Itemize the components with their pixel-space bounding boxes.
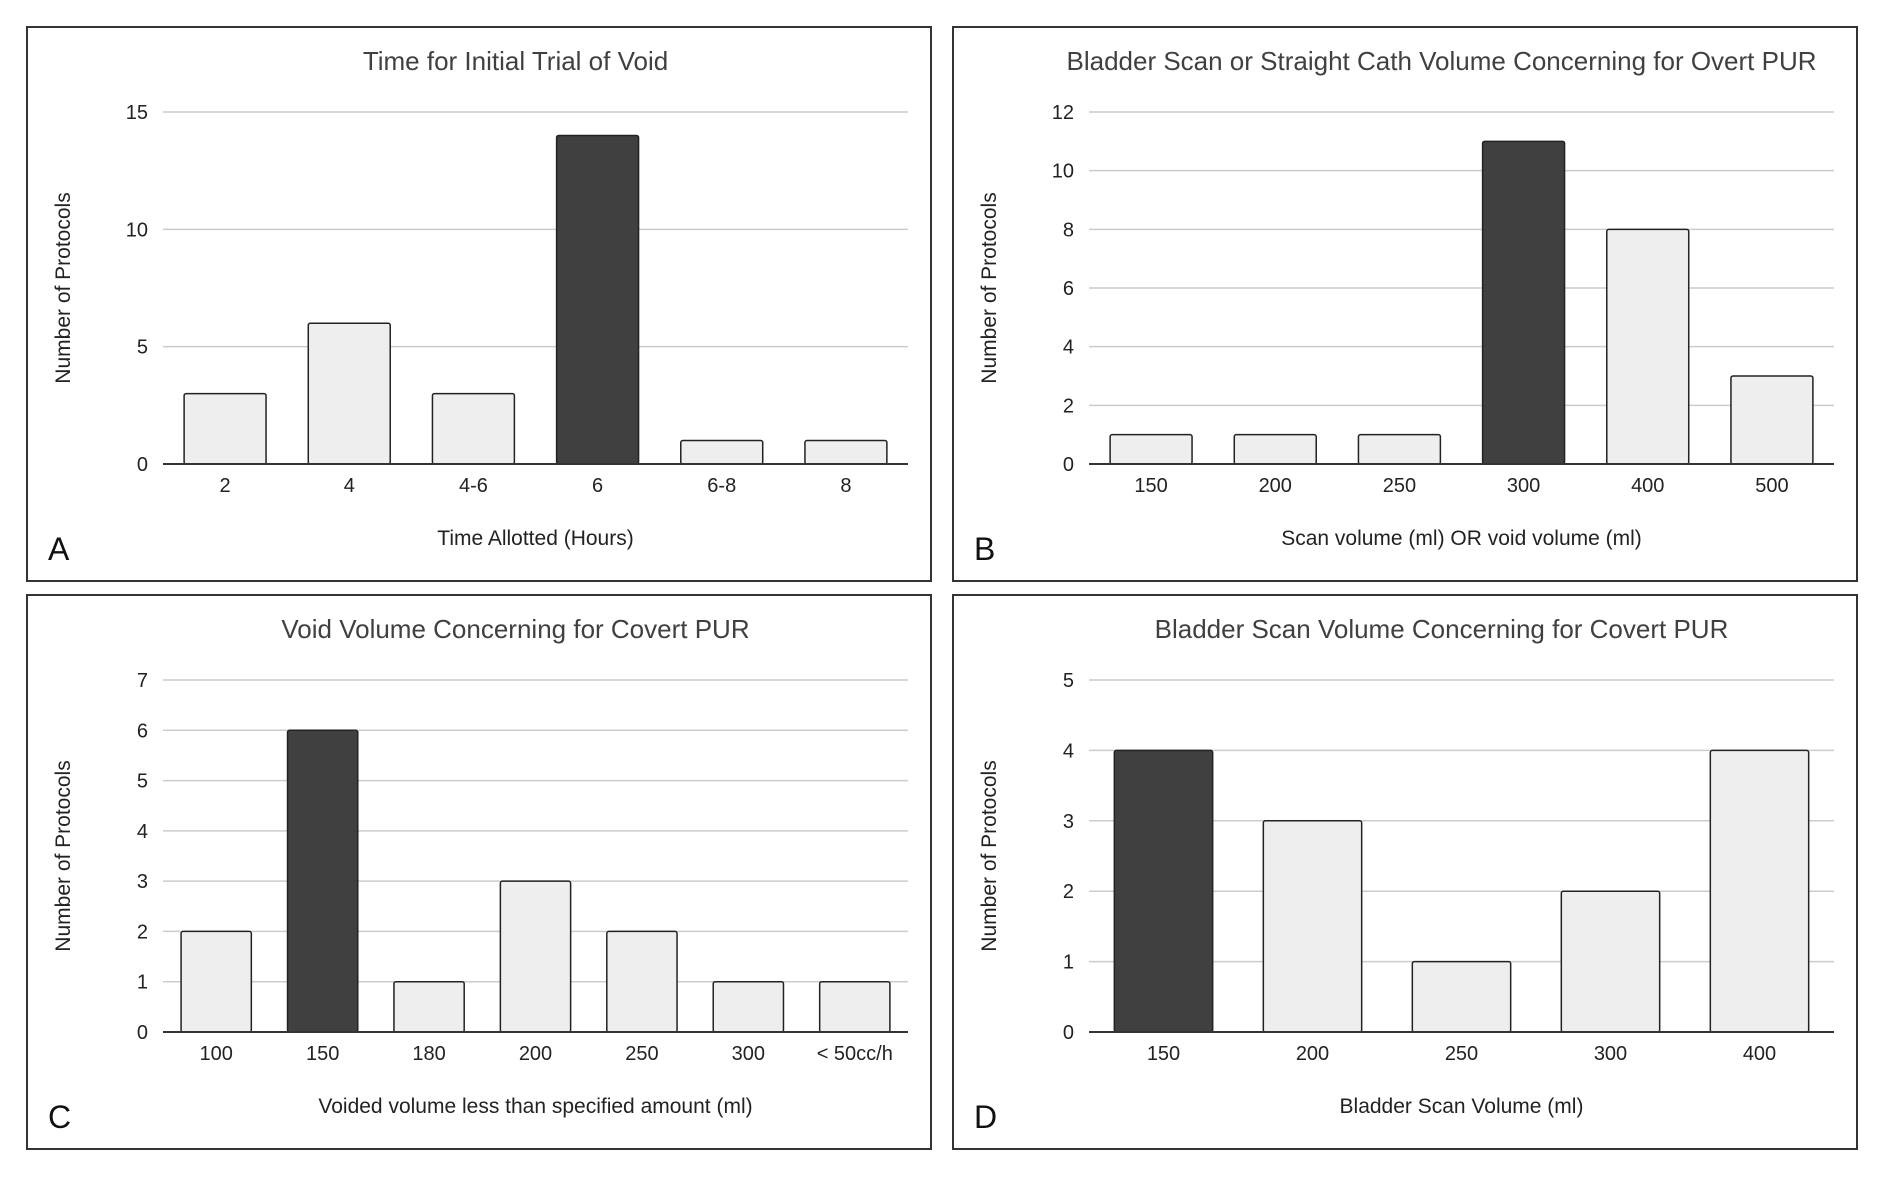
chart-d-svg: 0 1 2 3 4 5 150 200 250 300 400 Bladder Scan Volume… bbox=[974, 614, 1834, 1135]
y-tick-label: 12 bbox=[1052, 102, 1074, 124]
chart-title: Void Volume Concerning for Covert PUR bbox=[281, 614, 749, 644]
y-tick-label: 3 bbox=[1063, 811, 1074, 833]
bar-200 bbox=[1262, 820, 1363, 1033]
x-tick-label: 250 bbox=[625, 1043, 658, 1065]
x-tick-label: 200 bbox=[519, 1043, 552, 1065]
bar-150 bbox=[1113, 749, 1214, 1033]
x-tick-label: 150 bbox=[306, 1043, 339, 1065]
x-axis-label: Bladder Scan Volume (ml) bbox=[1340, 1095, 1584, 1118]
y-tick-label: 15 bbox=[126, 102, 148, 124]
x-tick-label: 250 bbox=[1383, 475, 1416, 497]
y-tick-label: 4 bbox=[1063, 740, 1074, 762]
bar-2 bbox=[183, 392, 267, 465]
panel-letter: A bbox=[48, 531, 70, 567]
x-tick-label: < 50cc/h bbox=[817, 1043, 893, 1065]
x-tick-label: 180 bbox=[412, 1043, 445, 1065]
y-tick-label: 10 bbox=[126, 219, 148, 241]
panel-letter: C bbox=[48, 1099, 71, 1135]
chart-panel-b: 0 2 4 6 8 10 12 150 200 250 300 400 500 Bladder Scan … bbox=[952, 26, 1858, 582]
x-tick-label: 300 bbox=[1507, 475, 1540, 497]
chart-panel-c: 0 1 2 3 4 5 6 7 100 150 180 200 250 300 < 50cc/h Void V… bbox=[26, 594, 932, 1150]
x-tick-label: 400 bbox=[1743, 1043, 1776, 1065]
y-tick-label: 2 bbox=[1063, 881, 1074, 903]
y-tick-label: 4 bbox=[137, 821, 148, 843]
chart-title: Time for Initial Trial of Void bbox=[363, 46, 668, 76]
y-axis-label: Number of Protocols bbox=[52, 192, 75, 383]
x-tick-label: 300 bbox=[1594, 1043, 1627, 1065]
y-tick-label: 5 bbox=[137, 771, 148, 793]
x-tick-label: 400 bbox=[1631, 475, 1664, 497]
y-tick-label: 1 bbox=[1063, 952, 1074, 974]
y-tick-label: 6 bbox=[1063, 278, 1074, 300]
x-tick-label: 250 bbox=[1445, 1043, 1478, 1065]
y-tick-label: 0 bbox=[137, 454, 148, 476]
bar-6 bbox=[555, 134, 640, 465]
bar-100 bbox=[180, 930, 253, 1033]
x-tick-label: 8 bbox=[840, 475, 851, 497]
y-tick-label: 6 bbox=[137, 720, 148, 742]
x-tick-label: 4-6 bbox=[459, 475, 488, 497]
bar-6-8 bbox=[680, 439, 764, 465]
y-tick-label: 2 bbox=[137, 921, 148, 943]
bar-200 bbox=[1233, 433, 1317, 465]
y-tick-label: 5 bbox=[137, 337, 148, 359]
y-tick-label: 1 bbox=[137, 972, 148, 994]
bar-500 bbox=[1730, 375, 1814, 465]
x-tick-label: 2 bbox=[220, 475, 231, 497]
chart-b-svg: 0 2 4 6 8 10 12 150 200 250 300 400 500 Bladder Scan … bbox=[974, 46, 1834, 567]
x-axis-label: Voided volume less than specified amount… bbox=[318, 1095, 752, 1118]
y-tick-label: 5 bbox=[1063, 670, 1074, 692]
y-tick-label: 4 bbox=[1063, 337, 1074, 359]
y-tick-label: 0 bbox=[137, 1022, 148, 1044]
bar-4-6 bbox=[431, 392, 516, 465]
bar-300 bbox=[1560, 890, 1661, 1033]
x-tick-label: 4 bbox=[344, 475, 355, 497]
y-tick-label: 0 bbox=[1063, 1022, 1074, 1044]
chart-panel-d: 0 1 2 3 4 5 150 200 250 300 400 Bladder Scan Volume… bbox=[952, 594, 1858, 1150]
chart-a-svg: 0 5 10 15 2 4 4-6 6 6-8 8 Time for Initial Trial o… bbox=[48, 46, 908, 567]
bar-150 bbox=[286, 729, 359, 1033]
y-tick-label: 0 bbox=[1063, 454, 1074, 476]
y-tick-label: 2 bbox=[1063, 395, 1074, 417]
x-tick-label: 500 bbox=[1755, 475, 1788, 497]
x-tick-label: 6 bbox=[592, 475, 603, 497]
x-axis-label: Scan volume (ml) OR void volume (ml) bbox=[1281, 527, 1642, 550]
bar-50cc-h bbox=[818, 980, 891, 1033]
bar-300 bbox=[1481, 140, 1566, 465]
chart-panel-a: 0 5 10 15 2 4 4-6 6 6-8 8 Time for Initial Trial o… bbox=[26, 26, 932, 582]
bar-300 bbox=[712, 980, 785, 1033]
y-axis-label: Number of Protocols bbox=[978, 192, 1001, 383]
bar-400 bbox=[1709, 749, 1810, 1033]
x-tick-label: 300 bbox=[732, 1043, 765, 1065]
panel-letter: B bbox=[974, 531, 995, 567]
x-tick-label: 200 bbox=[1259, 475, 1292, 497]
x-tick-label: 150 bbox=[1134, 475, 1167, 497]
y-tick-label: 3 bbox=[137, 871, 148, 893]
y-tick-label: 8 bbox=[1063, 219, 1074, 241]
bar-250 bbox=[1357, 433, 1442, 465]
bar-150 bbox=[1109, 433, 1193, 465]
chart-c-svg: 0 1 2 3 4 5 6 7 100 150 180 200 250 300 < 50cc/h Void V… bbox=[48, 614, 908, 1135]
bar-200 bbox=[499, 880, 572, 1033]
y-axis-label: Number of Protocols bbox=[978, 760, 1001, 951]
chart-title: Bladder Scan or Straight Cath Volume Con… bbox=[1066, 46, 1816, 76]
panel-letter: D bbox=[974, 1099, 997, 1135]
bar-250 bbox=[606, 930, 678, 1033]
bar-4 bbox=[307, 322, 391, 465]
x-tick-label: 150 bbox=[1147, 1043, 1180, 1065]
x-tick-label: 6-8 bbox=[707, 475, 736, 497]
x-axis-label: Time Allotted (Hours) bbox=[437, 527, 633, 550]
y-tick-label: 10 bbox=[1052, 161, 1074, 183]
bar-250 bbox=[1411, 960, 1512, 1033]
x-tick-label: 200 bbox=[1296, 1043, 1329, 1065]
bar-180 bbox=[393, 980, 465, 1033]
bar-8 bbox=[804, 439, 888, 465]
x-tick-label: 100 bbox=[200, 1043, 233, 1065]
chart-title: Bladder Scan Volume Concerning for Cover… bbox=[1155, 614, 1729, 644]
y-tick-label: 7 bbox=[137, 670, 148, 692]
bar-400 bbox=[1606, 228, 1690, 465]
y-axis-label: Number of Protocols bbox=[52, 760, 75, 951]
